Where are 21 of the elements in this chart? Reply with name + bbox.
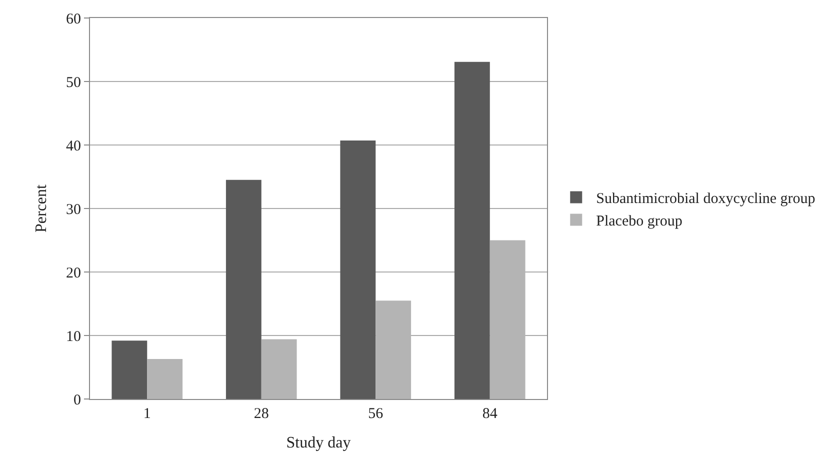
bar bbox=[147, 359, 183, 399]
y-tick-label: 40 bbox=[66, 138, 81, 154]
bar bbox=[261, 339, 297, 399]
y-tick-label: 60 bbox=[66, 11, 81, 28]
x-tick-label: 56 bbox=[368, 406, 384, 422]
x-axis-title: Study day bbox=[286, 434, 351, 452]
y-axis-title: Percent bbox=[32, 184, 50, 232]
x-tick-label: 84 bbox=[482, 406, 498, 422]
y-tick-label: 20 bbox=[66, 265, 81, 282]
y-tick-label: 50 bbox=[66, 74, 81, 91]
x-tick-label: 28 bbox=[254, 406, 269, 422]
y-tick-label: 10 bbox=[66, 328, 81, 345]
legend-label: Subantimicrobial doxycycline group bbox=[596, 191, 816, 208]
bar bbox=[226, 180, 262, 399]
x-tick-label: 1 bbox=[143, 406, 151, 422]
legend-label: Placebo group bbox=[596, 214, 682, 230]
bar bbox=[454, 62, 490, 399]
bar bbox=[340, 140, 376, 399]
bar bbox=[112, 340, 148, 399]
y-tick-label: 0 bbox=[74, 392, 81, 408]
y-tick-label: 30 bbox=[66, 202, 81, 218]
